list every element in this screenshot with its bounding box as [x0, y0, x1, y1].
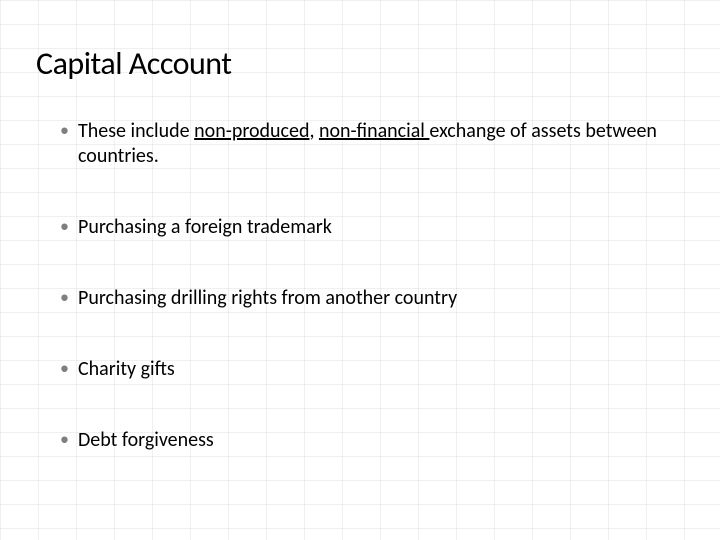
- bullet-text: Charity gifts: [78, 357, 175, 381]
- bullet-text: Purchasing a foreign trademark: [78, 215, 332, 239]
- bullet-item: These include non-produced, non-financia…: [60, 119, 684, 169]
- bullet-item: Purchasing a foreign trademark: [60, 215, 684, 240]
- bullet-text-underline: non-financial: [319, 119, 429, 143]
- bullet-item: Charity gifts: [60, 357, 684, 382]
- bullet-text-underline: non-produced: [194, 119, 309, 143]
- bullet-item: Purchasing drilling rights from another …: [60, 286, 684, 311]
- bullet-text-mid: ,: [309, 119, 319, 143]
- bullet-text: Purchasing drilling rights from another …: [78, 286, 457, 310]
- bullet-text-pre: These include: [78, 119, 194, 143]
- bullet-list: These include non-produced, non-financia…: [36, 119, 684, 453]
- slide: Capital Account These include non-produc…: [0, 0, 720, 540]
- bullet-item: Debt forgiveness: [60, 428, 684, 453]
- bullet-text: Debt forgiveness: [78, 428, 214, 452]
- slide-title: Capital Account: [36, 44, 684, 83]
- slide-content: Capital Account These include non-produc…: [0, 0, 720, 453]
